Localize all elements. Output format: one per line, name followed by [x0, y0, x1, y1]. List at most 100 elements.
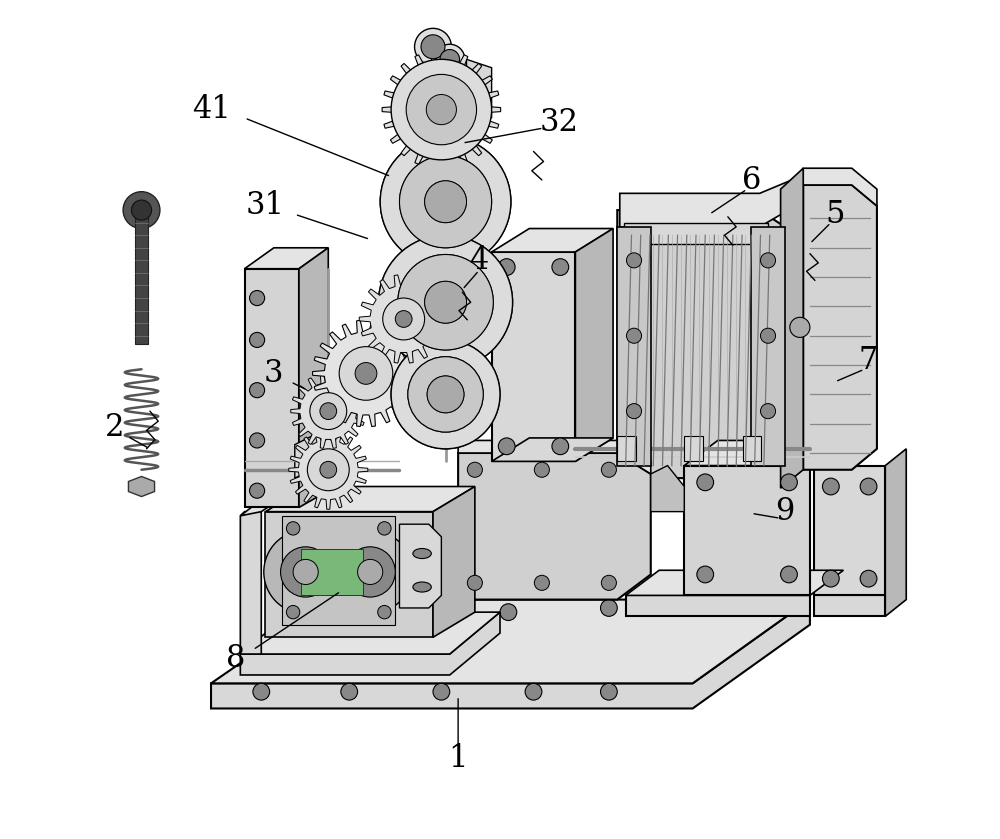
Circle shape [601, 600, 617, 617]
Text: 4: 4 [469, 245, 489, 276]
Circle shape [380, 137, 511, 267]
Circle shape [676, 597, 693, 614]
Circle shape [822, 478, 839, 495]
Polygon shape [240, 612, 500, 675]
Circle shape [525, 683, 542, 700]
Circle shape [328, 530, 412, 614]
Circle shape [398, 254, 493, 350]
Polygon shape [575, 228, 613, 461]
Circle shape [860, 571, 877, 587]
Bar [617, 436, 636, 461]
Circle shape [500, 604, 517, 621]
Circle shape [421, 34, 445, 59]
Ellipse shape [413, 582, 431, 592]
Circle shape [250, 483, 265, 498]
Circle shape [253, 683, 270, 700]
Circle shape [264, 530, 348, 614]
Circle shape [379, 235, 513, 369]
Circle shape [345, 547, 395, 597]
Polygon shape [651, 466, 684, 512]
Polygon shape [265, 487, 475, 512]
Text: 31: 31 [246, 190, 285, 221]
Polygon shape [617, 210, 797, 478]
Circle shape [358, 560, 383, 585]
Text: 8: 8 [226, 643, 246, 674]
Polygon shape [313, 320, 419, 426]
Polygon shape [684, 466, 810, 596]
Polygon shape [299, 248, 328, 508]
Text: 5: 5 [825, 199, 845, 230]
Circle shape [250, 332, 265, 347]
Circle shape [398, 254, 493, 350]
Circle shape [339, 347, 393, 400]
Text: 1: 1 [448, 743, 468, 774]
Polygon shape [382, 50, 501, 169]
Circle shape [341, 683, 358, 700]
Circle shape [626, 253, 642, 268]
Polygon shape [433, 487, 475, 638]
Polygon shape [814, 596, 885, 617]
Circle shape [395, 310, 412, 327]
Circle shape [391, 60, 492, 160]
Circle shape [250, 290, 265, 305]
Polygon shape [626, 571, 843, 596]
Bar [743, 436, 761, 461]
Circle shape [399, 156, 492, 248]
Circle shape [131, 200, 152, 220]
Polygon shape [458, 440, 651, 474]
Circle shape [408, 357, 483, 432]
Circle shape [415, 29, 451, 65]
Polygon shape [295, 428, 328, 478]
Circle shape [378, 606, 391, 619]
Circle shape [281, 547, 331, 597]
Circle shape [425, 281, 466, 323]
Polygon shape [458, 453, 651, 600]
Polygon shape [289, 430, 368, 509]
Polygon shape [291, 374, 366, 448]
Polygon shape [240, 612, 500, 654]
Circle shape [534, 462, 549, 477]
Circle shape [425, 281, 466, 323]
Circle shape [498, 438, 515, 455]
Polygon shape [885, 449, 906, 617]
Circle shape [697, 474, 714, 491]
Circle shape [355, 362, 377, 384]
Polygon shape [617, 227, 651, 466]
Circle shape [534, 576, 549, 591]
Circle shape [391, 340, 500, 449]
Circle shape [601, 462, 616, 477]
Polygon shape [781, 168, 803, 488]
Circle shape [307, 449, 349, 491]
Polygon shape [128, 477, 155, 497]
Text: 6: 6 [742, 165, 761, 196]
Polygon shape [492, 438, 613, 461]
Polygon shape [751, 227, 785, 466]
Circle shape [440, 50, 460, 69]
Circle shape [760, 328, 776, 343]
Polygon shape [211, 600, 810, 683]
Polygon shape [814, 466, 885, 596]
Circle shape [425, 180, 466, 222]
Bar [684, 436, 703, 461]
Text: 2: 2 [105, 413, 124, 443]
Circle shape [697, 566, 714, 583]
Circle shape [498, 258, 515, 275]
Circle shape [860, 478, 877, 495]
Circle shape [250, 383, 265, 398]
Text: 7: 7 [859, 346, 878, 377]
Circle shape [760, 404, 776, 419]
Polygon shape [383, 240, 508, 364]
Circle shape [781, 474, 797, 491]
Circle shape [286, 606, 300, 619]
Circle shape [320, 403, 337, 420]
Circle shape [626, 328, 642, 343]
Bar [301, 550, 363, 596]
Polygon shape [383, 139, 508, 264]
Circle shape [383, 608, 399, 625]
Text: 9: 9 [775, 496, 794, 527]
Circle shape [380, 137, 511, 267]
Circle shape [253, 642, 270, 659]
Circle shape [426, 95, 456, 125]
Circle shape [601, 576, 616, 591]
Circle shape [408, 357, 483, 432]
